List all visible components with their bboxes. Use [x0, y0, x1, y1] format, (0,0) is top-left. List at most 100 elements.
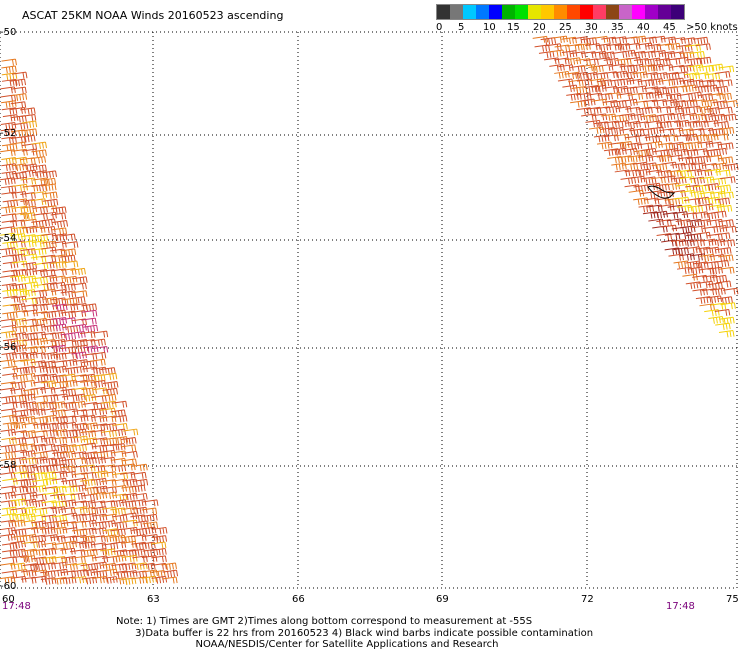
- lat-label: -56: [0, 342, 17, 353]
- wind-barb: [10, 101, 27, 109]
- wind-barb: [685, 184, 701, 192]
- wind-barb: [678, 51, 695, 59]
- wind-barb: [692, 134, 708, 142]
- wind-barb: [11, 485, 28, 493]
- wind-barb: [110, 528, 126, 536]
- legend-label: 30: [585, 22, 598, 33]
- wind-barb: [40, 443, 56, 451]
- wind-barb: [629, 113, 646, 121]
- wind-barb: [92, 450, 109, 459]
- legend-label: 35: [611, 22, 624, 33]
- wind-barb: [71, 290, 88, 298]
- legend-labels: 0 5 10 15 20 25 30 35 40 45 >50 knots: [436, 20, 738, 34]
- wind-barb: [112, 422, 128, 430]
- wind-barb: [60, 401, 77, 410]
- wind-barb: [713, 121, 730, 129]
- wind-barb: [11, 437, 27, 445]
- wind-barb: [31, 191, 48, 199]
- wind-barb: [60, 458, 76, 466]
- wind-barb: [0, 177, 16, 186]
- time-label: 17:48: [666, 601, 695, 612]
- wind-barb: [0, 247, 17, 256]
- wind-barb: [1, 352, 18, 360]
- wind-barb: [61, 535, 78, 543]
- wind-barb: [633, 197, 649, 206]
- wind-barb: [42, 191, 58, 199]
- wind-barb: [690, 225, 707, 233]
- wind-barb: [709, 204, 726, 212]
- wind-barb: [21, 533, 37, 542]
- wind-barb: [100, 548, 116, 557]
- legend-swatch: [502, 5, 515, 19]
- wind-barb: [10, 233, 26, 241]
- wind-barb: [61, 421, 77, 429]
- wind-barb: [629, 128, 645, 137]
- footnote: Note: 1) Times are GMT 2)Times along bot…: [116, 616, 594, 650]
- wind-barb: [695, 296, 712, 304]
- wind-barb: [692, 36, 709, 45]
- wind-barb: [670, 162, 686, 171]
- wind-barb: [1, 395, 17, 404]
- wind-barb: [31, 289, 48, 297]
- legend-swatch: [593, 5, 606, 19]
- wind-barb: [51, 261, 67, 269]
- wind-barb: [92, 470, 109, 479]
- wind-barb: [666, 169, 682, 178]
- wind-barb: [695, 56, 712, 65]
- wind-barb: [111, 493, 128, 501]
- wind-barb: [21, 478, 38, 486]
- wind-barb: [681, 84, 697, 93]
- wind-barb: [91, 491, 108, 500]
- wind-barb: [699, 253, 716, 262]
- wind-barb: [571, 85, 588, 94]
- wind-barb: [119, 471, 136, 479]
- wind-barb: [30, 198, 47, 206]
- wind-barb: [669, 112, 685, 121]
- wind-barb: [51, 316, 68, 325]
- wind-barb: [51, 233, 68, 242]
- wind-barb: [20, 569, 37, 577]
- wind-barb: [162, 576, 178, 584]
- wind-barb: [80, 373, 96, 382]
- wind-barb: [658, 204, 675, 212]
- wind-barb: [11, 190, 27, 198]
- wind-barb: [10, 106, 26, 114]
- wind-barb: [580, 64, 596, 72]
- wind-barb: [1, 506, 18, 515]
- wind-barb: [101, 423, 118, 431]
- wind-barb: [706, 141, 723, 149]
- wind-barb: [712, 100, 728, 109]
- wind-barb: [31, 170, 48, 179]
- wind-barb: [673, 247, 689, 255]
- wind-barb: [674, 106, 691, 115]
- wind-barb: [121, 436, 137, 445]
- wind-barb: [80, 379, 96, 387]
- wind-barb: [110, 457, 127, 465]
- legend-swatch: [528, 5, 541, 19]
- wind-barb: [10, 548, 27, 557]
- wind-barbs: [0, 35, 739, 586]
- wind-barb: [91, 513, 108, 521]
- wind-barb: [532, 35, 549, 43]
- wind-barb: [20, 519, 37, 527]
- wind-barb: [664, 182, 681, 191]
- wind-barb: [2, 421, 19, 430]
- wind-barb: [22, 351, 38, 360]
- wind-barb: [708, 316, 724, 324]
- wind-barb: [606, 43, 623, 51]
- wind-barb: [617, 92, 634, 100]
- wind-barb: [656, 120, 672, 129]
- wind-barb: [142, 533, 159, 541]
- wind-barb: [561, 36, 577, 45]
- wind-barb: [1, 58, 17, 66]
- wind-barb: [704, 309, 720, 317]
- wind-barb: [102, 542, 119, 550]
- wind-barb: [51, 380, 68, 389]
- wind-barb: [32, 401, 48, 410]
- wind-barb: [71, 541, 87, 549]
- wind-barb: [693, 72, 710, 80]
- wind-barb: [572, 36, 589, 44]
- wind-barb: [608, 127, 625, 135]
- wind-barb: [30, 324, 46, 331]
